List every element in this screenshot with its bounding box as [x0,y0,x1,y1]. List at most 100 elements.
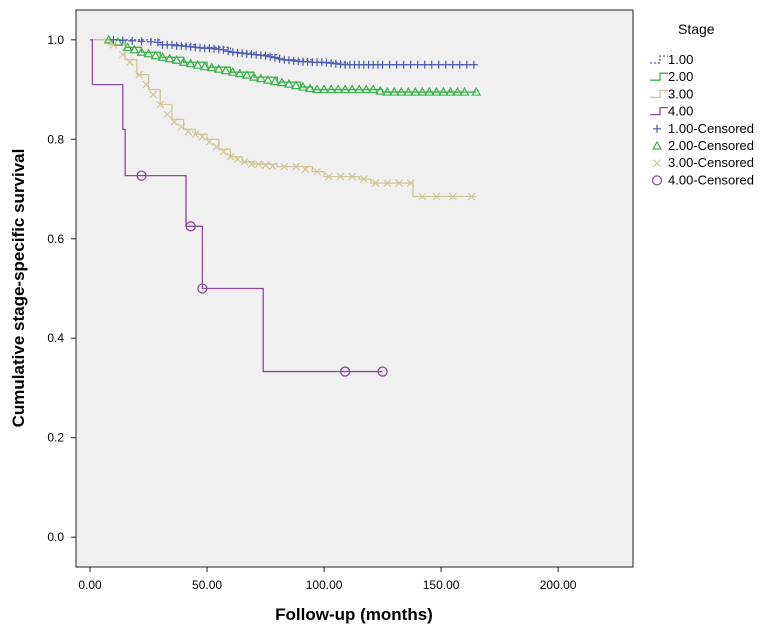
y-tick-label: 1.0 [47,33,64,47]
censor-marker-3-00 [268,162,277,171]
censor-marker-2-00 [248,71,259,81]
y-tick-label: 0.4 [47,331,64,345]
censor-marker-2-00 [164,53,175,63]
censor-marker-2-00 [122,42,133,51]
censor-marker-1-00 [128,36,137,45]
censor-marker-2-00 [438,86,449,96]
legend-label: 3.00 [668,86,693,101]
censor-marker-3-00 [254,160,263,169]
censor-marker-2-00 [199,61,210,71]
censor-marker-2-00 [396,86,407,96]
censor-marker-3-00 [432,192,441,201]
series-line-4-00 [90,39,383,373]
legend: 1.00 2.00 3.00 4.00 1.00-Censored 2.00-Censor… [650,52,754,187]
censor-marker-2-00 [185,58,196,68]
censor-marker-1-00 [167,40,176,49]
censor-marker-3-00 [163,110,172,119]
legend-label: 4.00-Censored [668,172,754,187]
censor-marker-1-00 [219,45,228,54]
censor-marker-2-00 [319,84,330,94]
censor-marker-2-00 [234,68,245,78]
censor-marker-1-00 [469,60,478,69]
censor-marker-3-00 [198,132,207,141]
censor-marker-4-00 [185,221,196,232]
censor-marker-2-00 [471,86,482,96]
censor-marker-1-00 [392,60,401,69]
censor-marker-1-00 [261,51,270,60]
censor-marker-2-00 [290,80,302,90]
censor-marker-1-00 [441,60,450,69]
censor-marker-3-00 [301,165,310,174]
censor-marker-2-00 [375,85,386,95]
censor-marker-2-00 [143,48,154,58]
censor-marker-1-00 [109,35,118,44]
censor-marker-2-00 [431,86,442,96]
x-tick-label: 50.00 [192,578,222,592]
censor-marker-3-00 [348,172,357,181]
censor-marker-3-00 [313,167,321,176]
censor-marker-3-00 [142,80,151,89]
censor-marker-2-00 [340,84,351,94]
censor-marker-2-00 [297,81,309,91]
censor-marker-2-00 [255,73,266,83]
censor-marker-2-00 [283,78,295,88]
censor-marker-3-00 [292,162,300,171]
censor-marker-1-00 [462,60,471,69]
legend-title: Stage [678,21,715,37]
censor-marker-2-00 [368,84,379,94]
censor-marker-2-00 [347,84,358,94]
y-tick-label: 0.2 [47,431,64,445]
legend-item-2-00: 2.00 [650,69,693,84]
censor-marker-3-00 [109,40,118,49]
censor-marker-2-00 [459,86,470,96]
censor-marker-3-00 [233,155,242,164]
censor-marker-1-00 [385,60,394,69]
censor-marker-2-00 [262,74,273,84]
censor-marker-2-00 [417,86,428,96]
censor-marker-2-00 [424,86,435,96]
censor-marker-3-00 [247,160,256,169]
x-axis: 0.00 50.00 100.00 150.00 200.00 [78,567,577,592]
legend-label: 3.00-Censored [668,155,754,170]
censor-marker-2-00 [452,86,463,96]
censor-marker-2-00 [410,86,421,96]
censor-marker-3-00 [135,70,144,79]
censor-marker-1-00 [455,60,464,69]
censor-marker-1-00 [118,36,127,45]
censor-marker-2-00 [171,55,182,64]
censor-marker-3-00 [177,122,186,131]
censor-marker-3-00 [219,147,228,156]
censor-marker-2-00 [333,84,344,94]
x-tick-label: 200.00 [540,578,577,592]
y-tick-label: 0.8 [47,132,64,146]
legend-label: 4.00 [668,104,693,119]
censor-marker-3-00 [448,192,457,201]
censor-marker-3-00 [191,130,200,139]
censor-marker-2-00 [389,86,400,96]
censor-marker-2-00 [192,59,203,69]
series-line-1-00 [90,39,477,66]
censor-marker-3-00 [383,179,392,187]
y-axis-title: Cumulative stage-specific survival [9,149,28,428]
legend-marker [653,159,661,168]
censor-marker-1-00 [137,37,146,46]
legend-item-4-00: 4.00 [650,104,693,119]
censor-marker-1-00 [406,60,415,69]
censor-marker-4-00 [197,283,208,294]
censor-marker-3-00 [226,152,235,161]
censor-marker-3-00 [156,100,165,109]
censor-marker-2-00 [220,65,231,75]
legend-label: 2.00-Censored [668,138,754,153]
legend-item-4-00-censored: 4.00-Censored [651,172,754,187]
censor-marker-2-00 [403,86,414,96]
censor-marker-2-00 [129,44,140,54]
censor-marker-3-00 [359,175,368,184]
censor-marker-4-00 [377,366,388,377]
censor-marker-2-00 [206,62,217,72]
censor-marker-2-00 [178,57,189,66]
censor-marker-1-00 [275,54,284,63]
censor-marker-1-00 [427,60,436,69]
censor-layer [103,34,482,377]
censor-marker-2-00 [326,84,337,94]
